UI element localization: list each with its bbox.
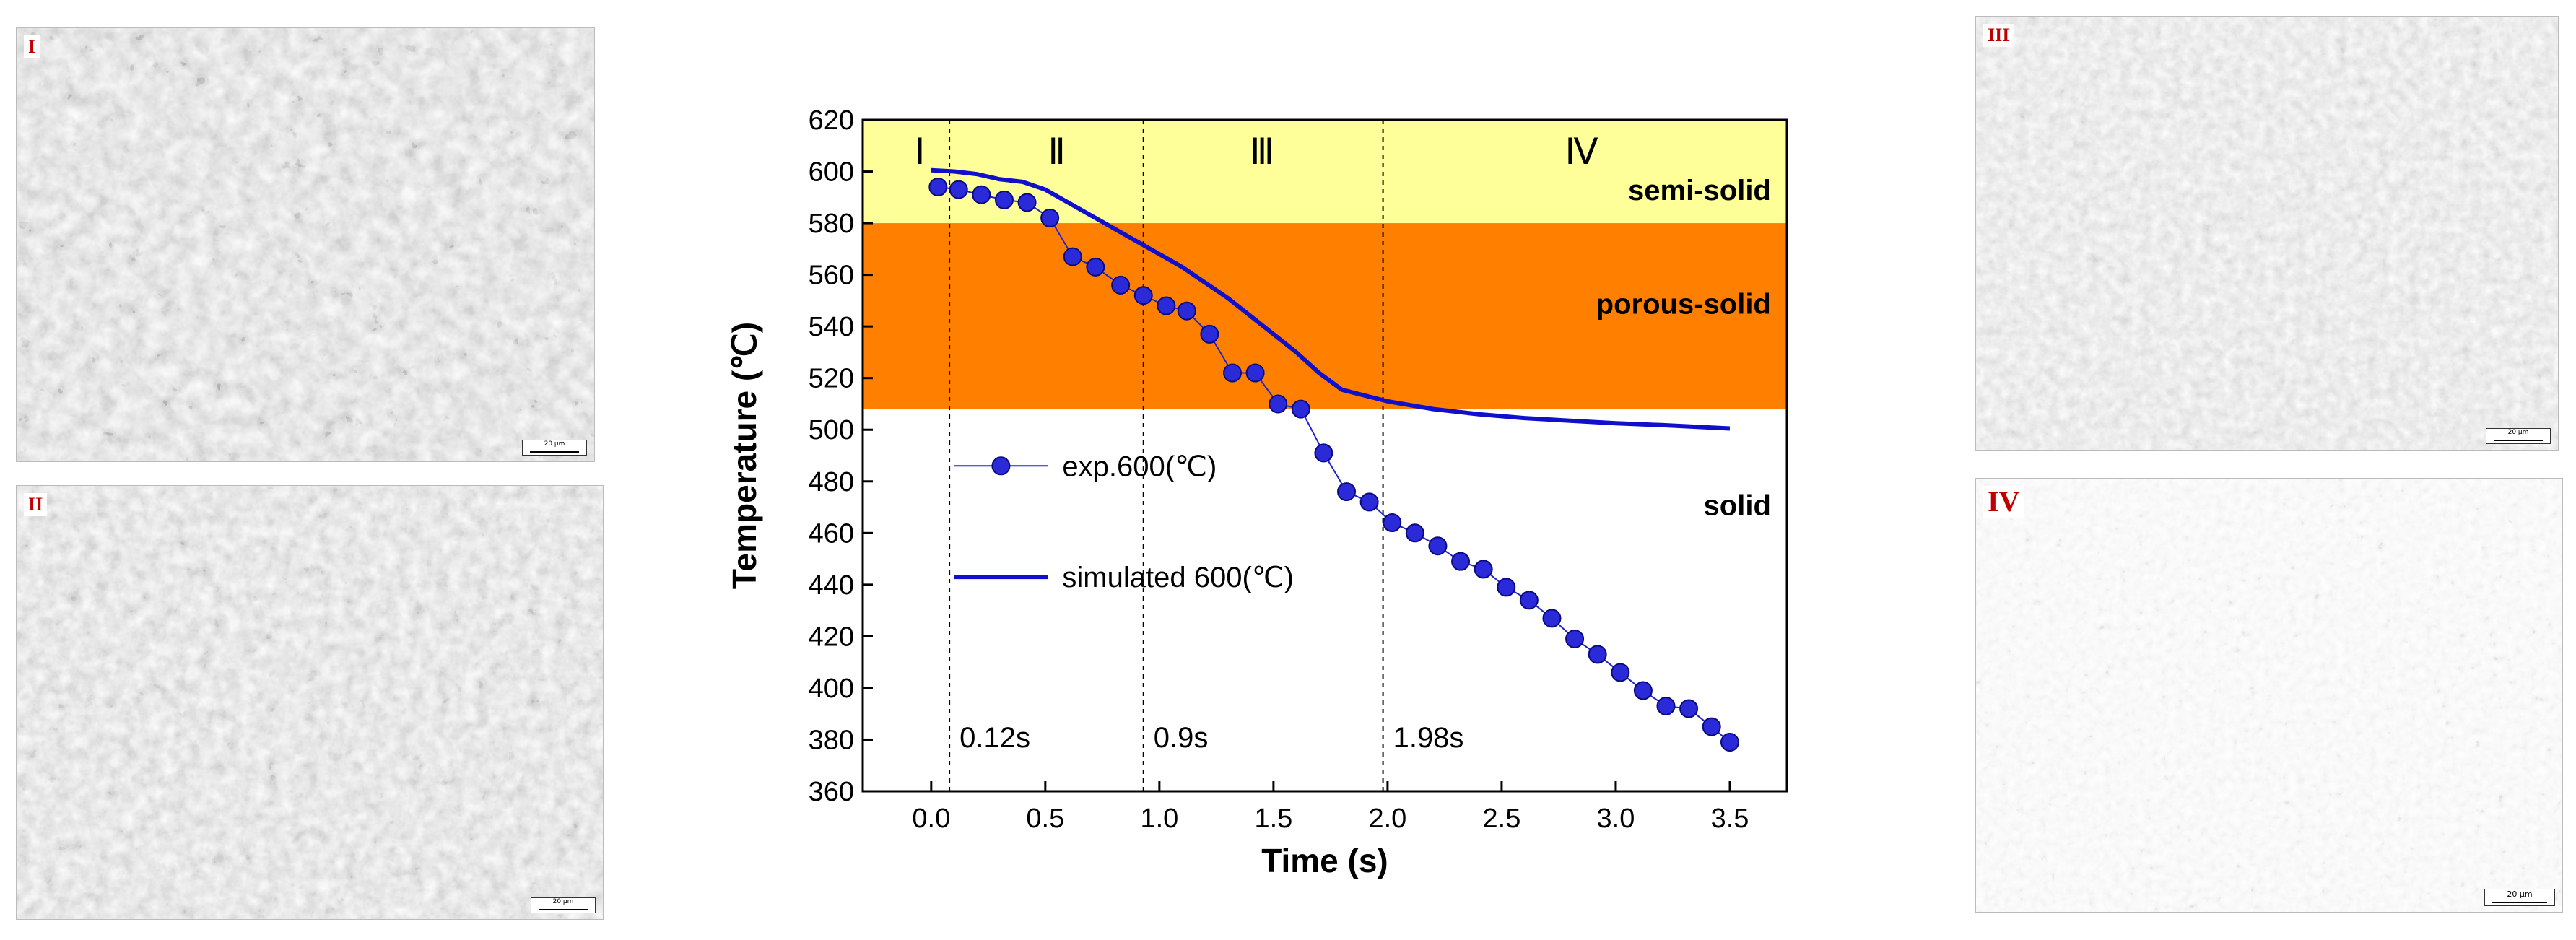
- data-point-exp: [1086, 257, 1105, 277]
- scale-bar-I: 20 µm: [522, 440, 587, 456]
- y-tick-label: 560: [809, 261, 854, 291]
- data-point-exp: [1519, 591, 1539, 610]
- y-tick-label: 600: [809, 157, 854, 188]
- micrograph-panel-II: II 20 µm: [16, 485, 604, 920]
- legend: exp.600(℃) simulated 600(℃): [954, 451, 1294, 593]
- data-point-exp: [994, 190, 1014, 209]
- data-point-exp: [1702, 717, 1721, 736]
- legend-label-exp: exp.600(℃): [1062, 451, 1217, 482]
- y-tick-label: 580: [809, 209, 854, 239]
- region-label-2: solid: [1704, 489, 1771, 521]
- scale-bar-IV: 20 µm: [2484, 889, 2555, 906]
- panel-label-I: I: [24, 35, 40, 58]
- data-point-exp: [1451, 552, 1471, 571]
- axes: [861, 118, 1788, 793]
- data-point-exp: [949, 180, 968, 199]
- y-tick-label: 520: [809, 364, 854, 394]
- data-point-exp: [1200, 324, 1219, 344]
- data-point-exp: [1133, 286, 1153, 305]
- panel-label-III: III: [1983, 24, 2014, 47]
- y-tick-label: 460: [809, 518, 854, 549]
- data-point-exp: [1111, 275, 1131, 295]
- plot-frame: [861, 118, 1788, 793]
- y-tick-label: 440: [809, 570, 854, 601]
- data-series: [928, 167, 1739, 752]
- stage-label-1: Ⅱ: [1048, 131, 1066, 172]
- x-tick-label: 3.0: [1597, 804, 1635, 834]
- data-point-exp: [1474, 560, 1493, 579]
- data-point-exp: [1565, 629, 1585, 648]
- stage-time-label-2: 1.98s: [1393, 722, 1464, 754]
- region-semi-solid: [863, 120, 1787, 224]
- y-tick-label: 360: [809, 777, 854, 807]
- x-tick-label: 1.0: [1140, 804, 1178, 834]
- data-point-exp: [1359, 492, 1379, 512]
- data-point-exp: [1063, 247, 1082, 266]
- data-point-exp: [1337, 482, 1357, 502]
- data-point-exp: [972, 185, 991, 204]
- y-tick-label: 480: [809, 467, 854, 497]
- region-label-1: porous-solid: [1596, 288, 1771, 320]
- scale-bar-III: 20 µm: [2486, 428, 2551, 444]
- x-tick-label: 2.0: [1368, 804, 1406, 834]
- y-tick-label: 540: [809, 312, 854, 342]
- data-point-exp: [1383, 513, 1402, 532]
- data-point-exp: [1679, 699, 1699, 718]
- data-point-exp: [1633, 681, 1653, 700]
- stage-time-label-0: 0.12s: [960, 722, 1030, 754]
- legend-marker-exp: [991, 456, 1011, 476]
- micrograph-image-III: [1976, 17, 2558, 450]
- y-tick-label: 400: [809, 674, 854, 704]
- data-point-exp: [1291, 399, 1310, 419]
- region-label-0: semi-solid: [1628, 175, 1771, 206]
- micrograph-image-II: [17, 486, 603, 919]
- data-point-exp: [1656, 696, 1676, 715]
- data-point-exp: [1405, 523, 1424, 543]
- stage-label-2: Ⅲ: [1250, 131, 1274, 172]
- y-tick-label: 420: [809, 622, 854, 652]
- micrograph-panel-III: III 20 µm: [1975, 16, 2559, 451]
- phase-regions: [863, 120, 1787, 791]
- data-point-exp: [1245, 363, 1265, 383]
- region-solid: [863, 409, 1787, 791]
- x-axis-label: Time (s): [1261, 842, 1388, 879]
- panel-label-IV: IV: [1983, 486, 2024, 518]
- series-line-simulated: [931, 167, 1731, 431]
- data-point-exp: [1157, 296, 1176, 315]
- y-axis-label: Temperature (℃): [726, 322, 763, 589]
- stage-label-0: Ⅰ: [915, 131, 926, 172]
- stage-time-label-1: 0.9s: [1154, 722, 1209, 754]
- data-point-exp: [1223, 363, 1242, 383]
- data-point-exp: [1269, 394, 1288, 414]
- y-tick-label: 620: [809, 105, 854, 136]
- data-point-exp: [1017, 193, 1037, 212]
- x-tick-label: 0.5: [1026, 804, 1064, 834]
- x-tick-label: 1.5: [1254, 804, 1292, 834]
- panel-label-II: II: [24, 493, 48, 516]
- micrograph-image-I: [17, 28, 594, 461]
- x-tick-label: 3.5: [1711, 804, 1749, 834]
- data-point-exp: [1177, 301, 1196, 321]
- data-point-exp: [1720, 733, 1739, 752]
- data-point-exp: [1040, 208, 1060, 227]
- x-tick-label: 2.5: [1483, 804, 1521, 834]
- x-tick-label: 0.0: [912, 804, 950, 834]
- data-point-exp: [928, 178, 948, 196]
- data-point-exp: [1588, 645, 1607, 664]
- micrograph-image-IV: [1976, 479, 2562, 912]
- legend-label-simulated: simulated 600(℃): [1062, 562, 1294, 593]
- data-point-exp: [1611, 663, 1630, 682]
- data-point-exp: [1428, 536, 1448, 556]
- y-tick-label: 380: [809, 725, 854, 755]
- micrograph-panel-IV: IV 20 µm: [1975, 478, 2563, 913]
- stage-label-3: Ⅳ: [1565, 131, 1598, 172]
- data-point-exp: [1542, 609, 1562, 628]
- micrograph-panel-I: I 20 µm: [16, 27, 595, 462]
- data-point-exp: [1314, 443, 1333, 463]
- data-point-exp: [1497, 578, 1516, 597]
- y-tick-label: 500: [809, 415, 854, 445]
- scale-bar-II: 20 µm: [531, 897, 596, 913]
